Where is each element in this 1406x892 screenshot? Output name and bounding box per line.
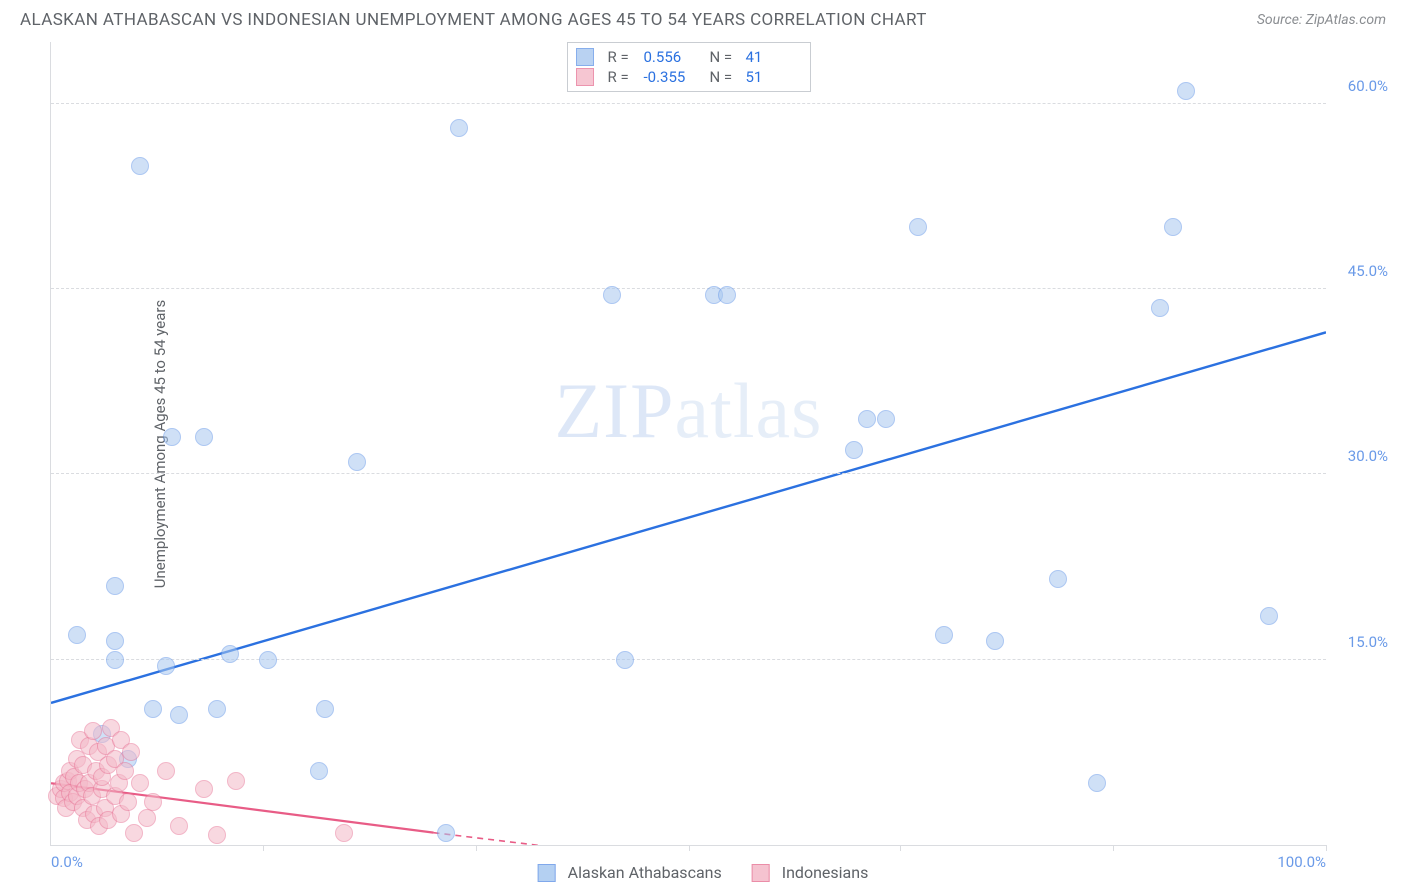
x-tick-mark xyxy=(689,845,690,851)
r-label: R = xyxy=(608,48,634,66)
data-point xyxy=(1260,607,1278,625)
legend-series-label: Indonesians xyxy=(782,863,869,882)
legend-row: R = 0.556 N = 41 xyxy=(576,47,802,67)
data-point xyxy=(122,743,140,761)
x-tick-mark xyxy=(263,845,264,851)
data-point xyxy=(335,824,353,842)
data-point xyxy=(221,645,239,663)
plot-area: Unemployment Among Ages 45 to 54 years Z… xyxy=(50,42,1326,846)
data-point xyxy=(316,700,334,718)
data-point xyxy=(909,218,927,236)
source-label: Source: ZipAtlas.com xyxy=(1257,12,1386,28)
grid-line xyxy=(51,103,1326,104)
data-point xyxy=(84,722,102,740)
data-point xyxy=(144,700,162,718)
data-point xyxy=(68,626,86,644)
data-point xyxy=(116,762,134,780)
watermark-thin: atlas xyxy=(675,367,823,454)
data-point xyxy=(119,793,137,811)
r-value: -0.355 xyxy=(644,68,700,86)
data-point xyxy=(144,793,162,811)
data-point xyxy=(208,700,226,718)
r-value: 0.556 xyxy=(644,48,700,66)
data-point xyxy=(131,157,149,175)
watermark-bold: ZIP xyxy=(555,367,675,454)
data-point xyxy=(157,762,175,780)
data-point xyxy=(616,651,634,669)
n-label: N = xyxy=(710,48,736,66)
chart-title: ALASKAN ATHABASCAN VS INDONESIAN UNEMPLO… xyxy=(20,10,927,30)
data-point xyxy=(603,286,621,304)
data-point xyxy=(450,119,468,137)
grid-line xyxy=(51,473,1326,474)
data-point xyxy=(437,824,455,842)
data-point xyxy=(845,441,863,459)
data-point xyxy=(131,774,149,792)
y-tick-label: 45.0% xyxy=(1348,262,1388,280)
trend-lines xyxy=(51,42,1326,845)
data-point xyxy=(227,772,245,790)
data-point xyxy=(310,762,328,780)
r-label: R = xyxy=(608,68,634,86)
legend-item: Indonesians xyxy=(752,863,869,882)
legend-swatch xyxy=(576,48,594,66)
source-value: ZipAtlas.com xyxy=(1306,12,1386,28)
data-point xyxy=(208,826,226,844)
data-point xyxy=(106,577,124,595)
data-point xyxy=(195,428,213,446)
x-tick-label: 0.0% xyxy=(51,853,83,871)
data-point xyxy=(348,453,366,471)
data-point xyxy=(106,632,124,650)
y-tick-label: 30.0% xyxy=(1348,447,1388,465)
data-point xyxy=(1049,570,1067,588)
scatter-plot: ZIPatlas R =0.556N =41R =-0.355N =51 15.… xyxy=(50,42,1326,846)
data-point xyxy=(125,824,143,842)
x-tick-mark xyxy=(900,845,901,851)
data-point xyxy=(157,657,175,675)
grid-line xyxy=(51,288,1326,289)
correlation-legend: R = 0.556 N = 41 R = -0.355 N = 51 xyxy=(567,42,811,92)
legend-swatch xyxy=(752,864,770,882)
data-point xyxy=(170,817,188,835)
x-tick-mark xyxy=(1326,845,1327,851)
data-point xyxy=(106,651,124,669)
x-tick-mark xyxy=(476,845,477,851)
legend-row: R = -0.355 N = 51 xyxy=(576,67,802,87)
series-legend: Alaskan Athabascans Indonesians xyxy=(538,863,869,882)
n-value: 41 xyxy=(746,48,802,66)
data-point xyxy=(1177,82,1195,100)
data-point xyxy=(986,632,1004,650)
x-tick-label: 100.0% xyxy=(1277,853,1326,871)
data-point xyxy=(718,286,736,304)
n-value: 51 xyxy=(746,68,802,86)
data-point xyxy=(1151,299,1169,317)
data-point xyxy=(935,626,953,644)
grid-line xyxy=(51,659,1326,660)
y-tick-label: 60.0% xyxy=(1348,77,1388,95)
y-tick-label: 15.0% xyxy=(1348,633,1388,651)
data-point xyxy=(1164,218,1182,236)
legend-swatch xyxy=(538,864,556,882)
n-label: N = xyxy=(710,68,736,86)
data-point xyxy=(163,428,181,446)
legend-series-label: Alaskan Athabascans xyxy=(568,863,722,882)
legend-item: Alaskan Athabascans xyxy=(538,863,722,882)
data-point xyxy=(170,706,188,724)
data-point xyxy=(877,410,895,428)
data-point xyxy=(1088,774,1106,792)
x-tick-mark xyxy=(1113,845,1114,851)
legend-swatch xyxy=(576,68,594,86)
watermark: ZIPatlas xyxy=(555,366,823,456)
source-prefix: Source: xyxy=(1257,12,1306,28)
data-point xyxy=(259,651,277,669)
data-point xyxy=(138,809,156,827)
data-point xyxy=(195,780,213,798)
data-point xyxy=(858,410,876,428)
